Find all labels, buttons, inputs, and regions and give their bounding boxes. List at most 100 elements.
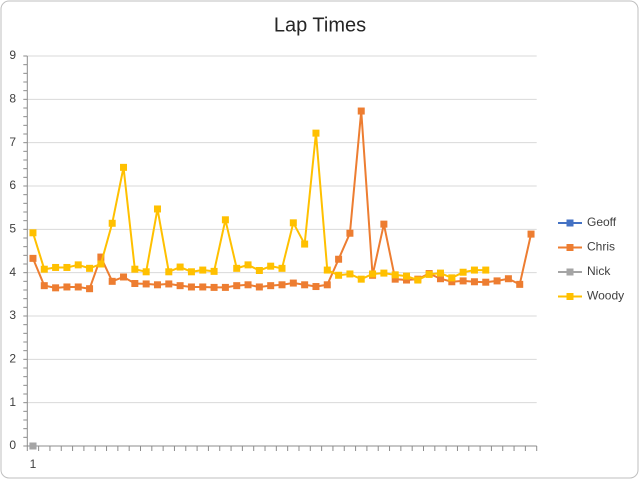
y-tick-label: 6 — [9, 178, 16, 192]
data-point — [504, 275, 512, 283]
y-tick-label: 9 — [9, 48, 16, 62]
legend-marker — [566, 293, 574, 300]
data-point — [278, 281, 286, 289]
data-point — [52, 263, 60, 271]
data-point — [221, 283, 229, 291]
data-point — [289, 219, 297, 227]
legend-marker — [566, 219, 574, 227]
data-point — [210, 267, 218, 275]
legend-label: Geoff — [587, 215, 617, 229]
chart-title: Lap Times — [274, 14, 366, 36]
data-point — [165, 280, 173, 288]
data-point — [335, 255, 343, 263]
legend-label: Nick — [587, 264, 611, 278]
y-tick-label: 2 — [9, 352, 16, 366]
y-tick-label: 0 — [9, 438, 16, 452]
data-point — [131, 280, 139, 287]
data-point — [425, 270, 433, 278]
data-point — [97, 253, 105, 261]
data-point — [153, 205, 161, 213]
data-point — [63, 263, 71, 271]
data-point — [380, 269, 388, 277]
data-point — [516, 280, 524, 288]
data-point — [267, 262, 275, 270]
data-point — [233, 264, 241, 272]
data-point — [221, 216, 229, 224]
data-point — [86, 264, 94, 272]
data-point — [210, 283, 218, 291]
data-point — [165, 268, 173, 276]
data-point — [255, 283, 263, 291]
data-point — [153, 281, 161, 289]
data-point — [482, 278, 490, 286]
data-point — [448, 274, 456, 282]
y-tick-label: 8 — [9, 92, 16, 106]
legend-marker — [566, 268, 574, 276]
data-point — [301, 240, 309, 248]
data-point — [40, 282, 48, 290]
data-point — [255, 267, 263, 274]
data-point — [74, 261, 82, 269]
data-point — [29, 442, 37, 450]
data-point — [120, 273, 128, 281]
y-tick-label: 3 — [9, 308, 16, 322]
data-point — [391, 271, 399, 279]
data-point — [414, 276, 422, 284]
data-point — [142, 268, 150, 276]
data-point — [267, 282, 275, 290]
data-point — [244, 281, 252, 289]
data-point — [29, 254, 37, 262]
data-point — [403, 276, 411, 284]
data-point — [346, 229, 354, 237]
y-tick-label: 1 — [9, 395, 16, 409]
legend-label: Chris — [587, 240, 615, 254]
data-point — [470, 278, 478, 286]
y-tick-label: 5 — [9, 222, 16, 236]
data-point — [436, 275, 444, 283]
data-point — [346, 270, 354, 278]
data-point — [199, 283, 207, 291]
data-point — [233, 282, 241, 290]
data-point — [29, 229, 37, 237]
data-point — [403, 272, 411, 280]
data-point — [380, 220, 388, 228]
data-point — [278, 264, 286, 272]
legend-label: Woody — [587, 289, 624, 303]
data-point — [40, 265, 48, 273]
data-point — [323, 266, 331, 274]
data-point — [312, 129, 320, 137]
data-point — [459, 277, 467, 285]
data-point — [176, 263, 184, 271]
data-point — [131, 265, 139, 273]
data-point — [335, 271, 343, 279]
data-point — [74, 283, 82, 291]
data-point — [289, 279, 297, 287]
data-point — [199, 266, 207, 274]
data-point — [357, 275, 365, 283]
data-point — [120, 163, 128, 171]
data-point — [448, 278, 456, 286]
y-tick-label: 7 — [9, 135, 16, 149]
data-point — [323, 281, 331, 289]
legend-marker — [566, 244, 574, 251]
data-point — [86, 285, 94, 293]
data-point — [312, 283, 320, 291]
data-point — [63, 283, 71, 291]
data-point — [187, 283, 195, 291]
data-point — [357, 107, 365, 115]
data-point — [301, 281, 309, 289]
data-point — [187, 268, 195, 276]
data-point — [176, 282, 184, 290]
data-point — [244, 261, 252, 269]
y-tick-label: 4 — [9, 265, 16, 279]
data-point — [52, 284, 60, 292]
data-point — [482, 266, 490, 274]
data-point — [108, 277, 116, 285]
data-point — [527, 230, 535, 238]
data-point — [391, 275, 399, 283]
data-point — [97, 260, 105, 268]
data-point — [493, 277, 501, 285]
data-point — [459, 268, 467, 276]
